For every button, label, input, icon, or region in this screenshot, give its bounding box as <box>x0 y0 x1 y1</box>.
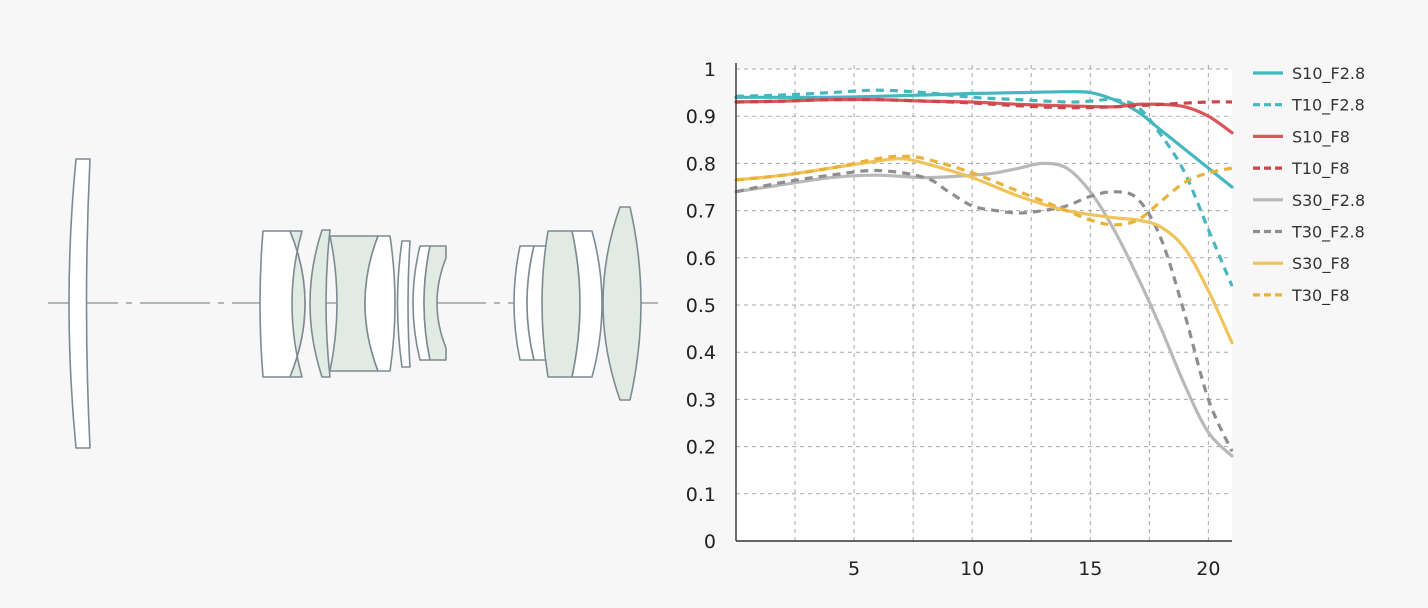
mtf-chart: 0 0.1 0.2 0.3 0.4 0.5 0.6 0.7 0.8 0.9 1 5 10 15 20 S1… <box>686 59 1365 580</box>
x-tick-label: 20 <box>1196 558 1220 580</box>
legend-label: S30_F2.8 <box>1292 191 1365 211</box>
series-line-s30-f8 <box>734 157 1234 345</box>
y-tick-label: 0.7 <box>686 201 716 223</box>
lens-element-6 <box>364 235 396 372</box>
legend-item: T30_F2.8 <box>1253 223 1365 243</box>
chart-axes <box>735 63 1232 542</box>
lens-element-1 <box>68 158 91 449</box>
legend-label: S30_F8 <box>1292 254 1350 274</box>
y-tick-label: 0.3 <box>686 389 716 411</box>
lens-cross-section-diagram <box>48 158 658 449</box>
lens-element-4 <box>309 229 331 378</box>
legend-label: T30_F8 <box>1291 286 1350 306</box>
legend-item: S10_F2.8 <box>1253 64 1365 84</box>
legend-item: S30_F2.8 <box>1253 191 1365 211</box>
x-tick-label: 5 <box>848 558 860 580</box>
legend-label: T10_F8 <box>1291 159 1350 179</box>
legend-label: T30_F2.8 <box>1291 223 1365 243</box>
y-tick-label: 0.4 <box>686 342 716 364</box>
legend-item: T10_F2.8 <box>1253 96 1365 116</box>
x-tick-label: 15 <box>1078 558 1102 580</box>
legend-item: S30_F8 <box>1253 254 1350 274</box>
series-lines <box>734 88 1234 458</box>
legend-label: S10_F2.8 <box>1292 64 1365 84</box>
legend-item: T10_F8 <box>1253 159 1350 179</box>
series-line-s30-f2-8 <box>734 161 1234 458</box>
y-tick-label: 0.2 <box>686 437 716 459</box>
y-tick-labels: 0 0.1 0.2 0.3 0.4 0.5 0.6 0.7 0.8 0.9 1 <box>686 59 716 553</box>
y-tick-label: 0.5 <box>686 295 716 317</box>
series-line-t10-f8 <box>735 97 1233 110</box>
series-line-s10-f2-8 <box>734 90 1234 189</box>
grid-lines <box>736 65 1232 541</box>
legend-item: T30_F8 <box>1253 286 1350 306</box>
lens-element-9 <box>423 245 447 361</box>
y-tick-label: 0.9 <box>686 106 716 128</box>
series-line-t30-f2-8 <box>735 168 1234 452</box>
y-tick-label: 0.6 <box>686 248 716 270</box>
lens-element-7 <box>396 240 411 368</box>
y-tick-label: 0.8 <box>686 153 716 175</box>
lens-element-13 <box>571 230 603 378</box>
legend-item: S10_F8 <box>1253 127 1350 147</box>
y-tick-label: 0.1 <box>686 484 716 506</box>
x-tick-label: 10 <box>960 558 984 580</box>
lens-element-12 <box>541 230 581 378</box>
lens-element-14 <box>602 206 642 401</box>
y-tick-label: 0 <box>704 531 716 553</box>
y-tick-label: 1 <box>704 59 716 81</box>
legend-label: S10_F8 <box>1292 127 1350 147</box>
x-tick-labels: 5 10 15 20 <box>848 558 1220 580</box>
chart-legend: S10_F2.8 T10_F2.8 S10_F8 T10_F8 S30_F2.8 T30_… <box>1253 64 1365 306</box>
lens-element-3 <box>289 230 306 378</box>
legend-label: T10_F2.8 <box>1291 96 1365 116</box>
